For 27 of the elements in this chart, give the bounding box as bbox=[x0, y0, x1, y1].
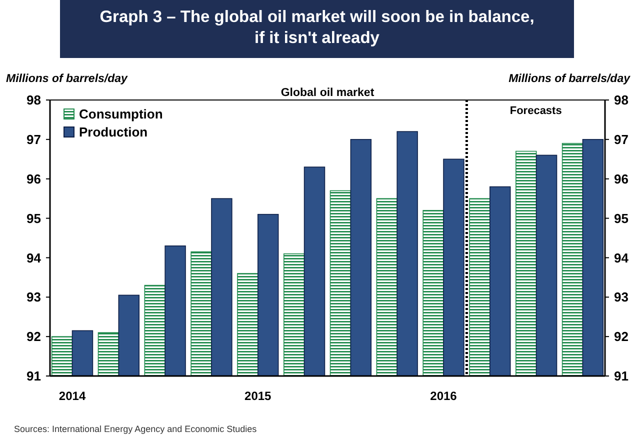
x-tick-label: 2016 bbox=[430, 389, 458, 403]
y2-tick-label: 98 bbox=[614, 92, 628, 108]
y2-axis-title: Millions of barrels/day bbox=[508, 73, 631, 85]
y-tick-label: 98 bbox=[26, 92, 41, 108]
y2-tick-label: 93 bbox=[614, 290, 628, 305]
y-tick-label: 97 bbox=[26, 132, 41, 147]
y-tick-label: 93 bbox=[26, 290, 41, 305]
x-tick-label: 2014 bbox=[58, 389, 86, 403]
y2-tick-label: 91 bbox=[614, 368, 628, 384]
legend-label: Production bbox=[79, 124, 148, 140]
y2-tick-label: 96 bbox=[614, 171, 628, 186]
y-tick-label: 91 bbox=[26, 368, 41, 384]
y-tick-label: 94 bbox=[26, 250, 42, 266]
chart-title: Graph 3 – The global oil market will soon be in balance, if it isn't already bbox=[100, 8, 534, 47]
x-tick-label: 2015 bbox=[244, 389, 272, 403]
source-note: Sources: International Energy Agency and Economic Studies bbox=[14, 424, 258, 434]
y-tick-label: 96 bbox=[26, 171, 41, 186]
y-tick-label: 92 bbox=[26, 329, 41, 344]
y2-tick-label: 94 bbox=[614, 250, 630, 266]
y-tick-label: 95 bbox=[26, 210, 41, 226]
annotation: Forecasts bbox=[510, 105, 562, 117]
y2-tick-label: 97 bbox=[614, 132, 628, 147]
y2-tick-label: 95 bbox=[614, 210, 628, 226]
legend-label: Consumption bbox=[79, 106, 163, 122]
chart-subtitle: Global oil market bbox=[280, 87, 374, 99]
y2-tick-label: 92 bbox=[614, 329, 628, 344]
y-axis-title: Millions of barrels/day bbox=[6, 73, 128, 85]
